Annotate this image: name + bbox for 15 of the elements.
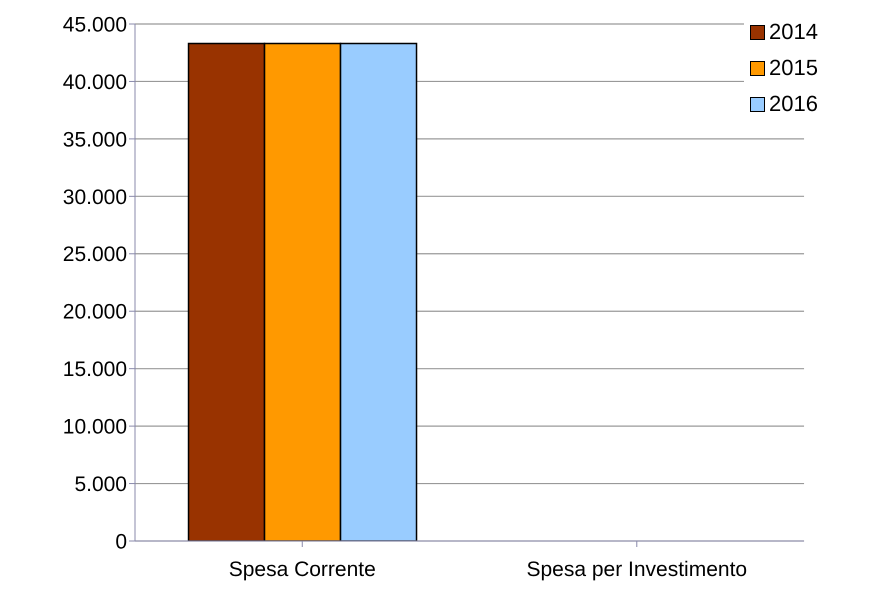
y-tick-label: 20.000 — [62, 300, 127, 324]
legend-label: 2014 — [769, 19, 818, 45]
y-tick-label: 0 — [115, 530, 127, 554]
y-tick-label: 15.000 — [62, 358, 127, 382]
y-tick-label: 35.000 — [62, 128, 127, 152]
y-tick-label: 40.000 — [62, 70, 127, 94]
x-tick-label: Spesa per Investimento — [526, 558, 748, 581]
legend-label: 2015 — [769, 55, 818, 81]
x-tick-label: Spesa Corrente — [228, 558, 376, 581]
y-tick-label: 10.000 — [62, 416, 127, 439]
y-tick-label: 25.000 — [62, 243, 127, 266]
y-tick-label: 5.000 — [74, 473, 127, 496]
y-tick-label: 45.000 — [62, 13, 127, 36]
legend-label: 2016 — [769, 91, 818, 117]
y-tick-label: 30.000 — [62, 186, 127, 209]
